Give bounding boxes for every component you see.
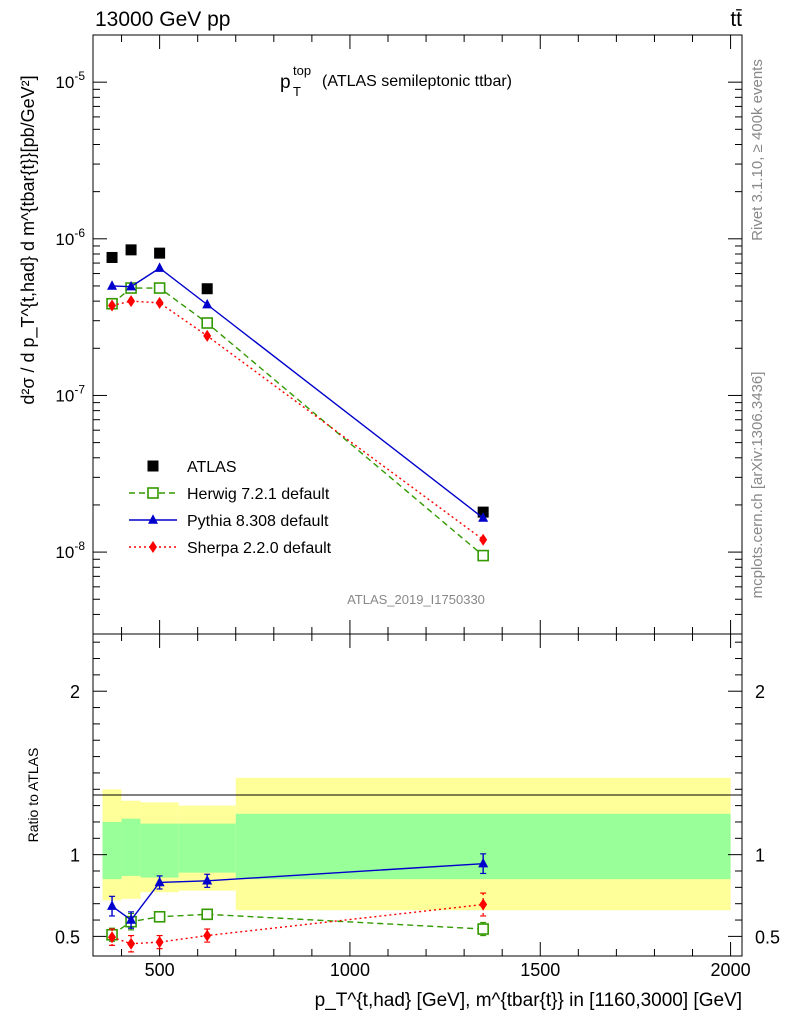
legend-entry: Pythia 8.308 default: [129, 513, 329, 530]
data-point: [201, 317, 213, 329]
rivet-version-label: Rivet 3.1.10, ≥ 400k events: [749, 59, 766, 241]
ratio-data-point: [202, 875, 213, 885]
ratio-data-point: [154, 876, 165, 887]
data-point: [154, 247, 166, 259]
ratio-y-tick-label-right: 1: [755, 846, 765, 866]
ratio-data-point: [479, 898, 488, 911]
main-y-tick-label: 10-7: [55, 382, 85, 405]
legend-entry: Sherpa 2.2.0 default: [129, 540, 332, 557]
data-point: [153, 282, 166, 294]
stat-uncertainty-band: [178, 823, 236, 873]
plot-title: p: [280, 72, 291, 93]
x-tick-label: 500: [145, 960, 175, 980]
ratio-series-line: [111, 903, 484, 945]
legend-label: Pythia 8.308 default: [187, 513, 329, 530]
legend-label: Sherpa 2.2.0 default: [187, 540, 332, 557]
series-atlas: [106, 244, 489, 518]
ratio-uncertainty-bands: [102, 777, 731, 911]
data-point: [155, 296, 164, 309]
ratio-y-tick-label-right: 2: [755, 682, 765, 702]
main-y-axis-label: d²σ / d p_T^{t,had} d m^{tbar{t}}[pb/GeV…: [18, 75, 39, 404]
energy-label: 13000 GeV pp: [95, 8, 230, 31]
data-point: [479, 533, 488, 546]
ratio-y-tick-label: 2: [70, 682, 80, 702]
ratio-data-point: [107, 900, 118, 910]
legend-marker: [147, 460, 159, 472]
ratio-data-point: [478, 857, 489, 868]
plot-title-sub: T: [293, 84, 301, 99]
ratio-series-line: [111, 913, 484, 936]
stat-uncertainty-band: [140, 823, 179, 878]
ratio-data-point: [127, 937, 136, 950]
ratio-y-axis-label: Ratio to ATLAS: [25, 748, 41, 843]
ratio-data-point: [477, 923, 489, 935]
legend-marker: [149, 541, 157, 553]
main-y-tick-label: 10-5: [55, 69, 85, 92]
legend-marker: [148, 514, 158, 524]
x-tick-label: 1500: [520, 960, 560, 980]
ratio-series-pythia: [107, 853, 489, 929]
plot-title-sup: top: [293, 63, 311, 78]
data-point: [203, 329, 212, 342]
data-point: [202, 298, 213, 309]
series-line: [112, 267, 484, 519]
data-point: [477, 549, 489, 562]
ratio-panel: 0.5 0.5 1 1 2 2 500 1000 1500 2000 Ratio to ATLAS…: [25, 633, 780, 1011]
ratio-y-tick-label-right: 0.5: [755, 927, 780, 947]
data-point: [106, 251, 118, 263]
main-y-tick-label: 10-8: [55, 539, 85, 562]
series-line: [111, 300, 484, 541]
data-point: [154, 262, 165, 272]
data-point: [108, 299, 117, 312]
ratio-data-point: [126, 914, 137, 924]
plot-title-main: p: [280, 72, 291, 93]
legend-entry: ATLAS: [147, 459, 237, 476]
x-tick-label: 2000: [711, 960, 751, 980]
ratio-y-tick-label: 1: [70, 846, 80, 866]
legend-label: Herwig 7.2.1 default: [187, 486, 330, 503]
data-point: [127, 295, 136, 308]
x-tick-label: 1000: [330, 960, 370, 980]
legend-marker: [147, 487, 159, 499]
ratio-series: [106, 853, 489, 953]
ratio-y-tick-label: 0.5: [55, 927, 80, 947]
legend: ATLAS Herwig 7.2.1 default Pythia 8.308 de…: [129, 459, 332, 557]
main-panel: 10-8 10-7 10-6 10-5 p top T (ATLAS semilept…: [18, 34, 743, 635]
ratio-data-point: [201, 908, 213, 921]
ratio-data-point: [203, 929, 212, 942]
main-axis-ticks: 10-8 10-7 10-6 10-5: [55, 34, 742, 635]
ratio-frame: [92, 633, 743, 957]
stat-uncertainty-band: [121, 818, 141, 876]
legend-label: ATLAS: [187, 459, 237, 476]
data-point: [126, 280, 137, 291]
data-point: [107, 280, 118, 290]
ratio-data-point: [153, 910, 166, 923]
process-label: tt̄: [730, 8, 742, 31]
ratio-data-point: [108, 931, 117, 944]
legend-entry: Herwig 7.2.1 default: [129, 486, 330, 503]
analysis-label: ATLAS_2019_I1750330: [347, 592, 485, 607]
main-y-tick-label: 10-6: [55, 226, 85, 249]
data-point: [125, 244, 137, 256]
main-series: [106, 244, 489, 562]
mcplots-label: mcplots.cern.ch [arXiv:1306.3436]: [749, 372, 766, 599]
x-axis-label: p_T^{t,had} [GeV], m^{tbar{t}} in [1160,…: [315, 990, 742, 1011]
data-point: [201, 283, 213, 295]
ratio-data-point: [155, 936, 164, 949]
plot-title-rest: (ATLAS semileptonic ttbar): [322, 73, 512, 90]
stat-uncertainty-band: [102, 821, 122, 880]
data-point: [477, 506, 489, 518]
ratio-series-sherpa: [108, 892, 488, 953]
data-point: [478, 512, 489, 522]
series-sherpa: [108, 295, 488, 546]
ratio-axis-ticks: 0.5 0.5 1 1 2 2 500 1000 1500 2000: [55, 634, 780, 980]
ratio-series-herwig: [106, 908, 489, 942]
series-pythia: [107, 262, 489, 522]
